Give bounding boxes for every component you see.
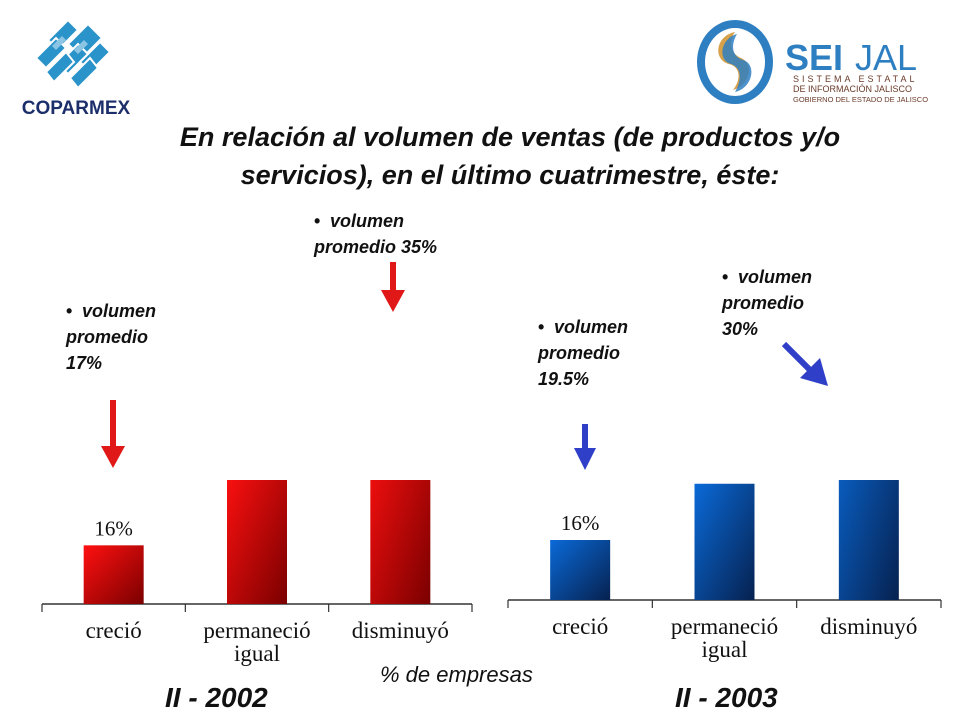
seijal-line-3: GOBIERNO DEL ESTADO DE JALISCO (793, 95, 928, 104)
seijal-brand-jal: JAL (855, 37, 917, 78)
note-text: volumen (738, 267, 813, 287)
x-tick-label: disminuyó (820, 614, 917, 639)
bar-creció (550, 540, 611, 600)
note-text: volumen (554, 317, 629, 337)
seijal-logo: SEI JAL SISTEMA ESTATAL DE INFORMACIÓN J… (695, 20, 945, 110)
arrow-down-icon (101, 400, 125, 468)
bar-permaneció-igual (694, 483, 755, 600)
note-text: promedio 35% (314, 237, 438, 257)
note-text: 17% (66, 353, 103, 373)
bar-chart-2002: 16%creció37%permanecióigual47%disminuyó (41, 480, 473, 666)
period-label-2003: II - 2003 (675, 682, 778, 713)
note-text: promedio (66, 327, 149, 347)
x-tick-label: disminuyó (352, 618, 449, 643)
note-text: 19.5% (538, 369, 590, 389)
note-2002-crecio: • volumen promedio 17% (66, 298, 206, 376)
coparmex-emblem-icon: COPARMEX (22, 18, 131, 119)
period-label-2002: II - 2002 (165, 682, 268, 713)
note-2003-disminuyo: • volumen promedio 30% (722, 264, 872, 342)
x-tick-label: permaneció (203, 618, 310, 643)
x-tick-label: permaneció (671, 614, 778, 639)
arrow-down-icon (381, 262, 405, 312)
x-unit-label: % de empresas (380, 662, 533, 687)
x-tick-label: igual (234, 641, 280, 666)
note-text: volumen (82, 301, 157, 321)
note-2003-crecio: • volumen promedio 19.5% (538, 314, 688, 392)
bar-chart-2003: 16%creció31%permanecióigual53%disminuyó (507, 480, 942, 662)
bar-disminuyó (370, 480, 431, 604)
coparmex-logo: COPARMEX (6, 10, 146, 120)
bar-value-label: 16% (94, 516, 133, 540)
seijal-brand-sei: SEI (785, 37, 843, 78)
coparmex-logo-text: COPARMEX (22, 98, 131, 119)
bar-permaneció-igual (227, 480, 287, 604)
x-tick-label: creció (86, 618, 142, 643)
x-tick-label: creció (552, 614, 608, 639)
arrow-diagonal-icon (781, 341, 828, 386)
note-text: volumen (330, 211, 405, 231)
x-tick-label: igual (702, 637, 748, 662)
title-line-1: En relación al volumen de ventas (de pro… (179, 122, 841, 152)
arrow-down-icon (574, 424, 596, 470)
bar-disminuyó (838, 480, 899, 600)
seijal-emblem-icon (697, 20, 773, 104)
note-text: promedio (722, 293, 805, 313)
seijal-line-1: SISTEMA ESTATAL (793, 74, 918, 84)
chart-title: En relación al volumen de ventas (de pro… (110, 118, 910, 194)
seijal-line-2: DE INFORMACIÓN JALISCO (793, 84, 912, 94)
note-2002-disminuyo: • volumen promedio 35% (314, 208, 504, 260)
note-text: 30% (722, 319, 759, 339)
title-line-2: servicios), en el último cuatrimestre, é… (240, 160, 780, 190)
note-text: promedio (538, 343, 621, 363)
bar-value-label: 16% (561, 511, 600, 535)
bar-creció (83, 545, 144, 604)
